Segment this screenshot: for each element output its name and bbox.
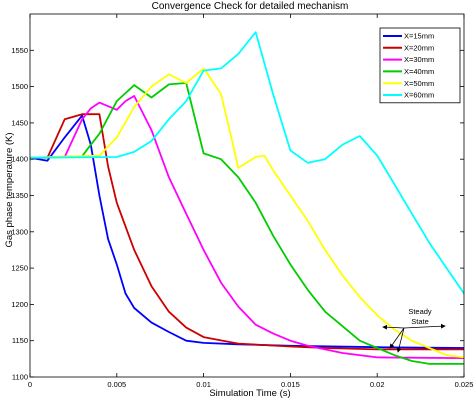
y-tick-label: 1100 — [12, 373, 28, 382]
legend-label: X=40mm — [404, 67, 434, 76]
legend-box — [379, 27, 461, 104]
y-tick-label: 1250 — [11, 264, 28, 273]
x-tick-label: 0 — [28, 380, 32, 389]
series-line-3 — [30, 95, 464, 359]
series-line-4 — [30, 82, 464, 365]
annotation-arrow — [396, 327, 405, 353]
y-tick-label: 1550 — [11, 46, 28, 55]
legend-label: X=60mm — [404, 91, 434, 100]
y-tick-label: 1150 — [12, 336, 28, 345]
y-tick-label: 1300 — [11, 227, 28, 236]
series-line-6 — [30, 31, 464, 295]
legend-label: X=30mm — [404, 55, 434, 64]
y-tick-label: 1200 — [11, 300, 28, 309]
annotation-text: Steady — [408, 307, 432, 316]
x-axis-label: Simulation Time (s) — [209, 388, 290, 399]
chart-title: Convergence Check for detailed mechanism — [152, 1, 349, 12]
y-axis-label: Gas phase temperature (K) — [4, 132, 15, 247]
annotation-text: State — [411, 317, 429, 326]
x-tick-label: 0.025 — [455, 380, 474, 389]
x-tick-label: 0.02 — [370, 380, 385, 389]
series-line-2 — [30, 113, 464, 351]
annotation-arrow — [382, 324, 405, 330]
legend-label: X=50mm — [404, 79, 434, 88]
annotation-arrow — [389, 327, 405, 349]
series-line-5 — [30, 67, 464, 359]
y-tick-label: 1450 — [11, 118, 28, 127]
annotation-arrow — [403, 323, 446, 329]
y-tick-label: 1350 — [11, 191, 28, 200]
y-tick-label: 1500 — [11, 82, 28, 91]
y-tick-label: 1400 — [11, 155, 28, 164]
x-tick-label: 0.015 — [281, 380, 300, 389]
plot-area: 0 0.005 0.01 0.015 0.02 0.025 1100 1150 1200 1250… — [11, 13, 474, 389]
legend-label: X=15mm — [404, 32, 434, 41]
x-tick-label: 0.005 — [107, 380, 126, 389]
x-tick-label: 0.01 — [196, 380, 211, 389]
legend-label: X=20mm — [404, 43, 434, 52]
